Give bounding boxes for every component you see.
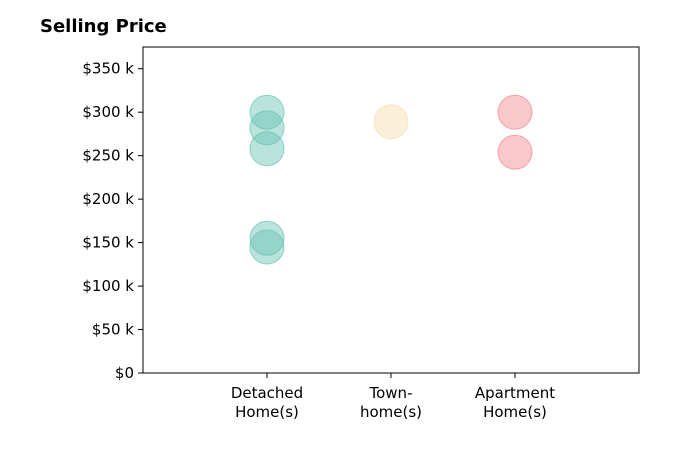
y-tick-label: $250 k — [82, 147, 134, 165]
y-tick-label: $300 k — [82, 103, 134, 121]
data-point — [497, 134, 533, 170]
y-axis: $0 $50 k $100 k $150 k $200 k $250 k $300 k $35… — [82, 60, 143, 382]
x-tick-label-line: Home(s) — [483, 403, 547, 421]
y-tick-label: $100 k — [82, 277, 134, 295]
x-tick-label-line: Detached — [231, 384, 303, 402]
data-point — [249, 131, 285, 167]
points-layer — [249, 94, 533, 265]
data-point — [249, 229, 285, 265]
x-tick-label-line: Apartment — [475, 384, 555, 402]
data-point — [249, 220, 285, 256]
x-tick-label: Detached Home(s) — [231, 384, 303, 421]
x-tick-label: Town-home(s) — [360, 384, 422, 421]
x-tick-label: Apartment Home(s) — [475, 384, 555, 421]
x-tick-label-line: Home(s) — [235, 403, 299, 421]
y-tick-label: $200 k — [82, 190, 134, 208]
y-tick-label: $50 k — [92, 321, 134, 339]
y-tick-label: $0 — [115, 364, 134, 382]
data-point — [249, 94, 285, 130]
data-point — [373, 104, 409, 140]
x-tick-label-line: Town- — [369, 384, 413, 402]
data-point — [249, 110, 285, 146]
plot-frame — [142, 46, 640, 374]
x-tick-label-line: home(s) — [360, 403, 422, 421]
y-tick-label: $150 k — [82, 234, 134, 252]
chart-title: Selling Price — [40, 16, 167, 37]
x-axis: Detached Home(s)Town-home(s)Apartment Home… — [231, 373, 555, 421]
y-tick-label: $350 k — [82, 60, 134, 78]
data-point — [497, 94, 533, 130]
